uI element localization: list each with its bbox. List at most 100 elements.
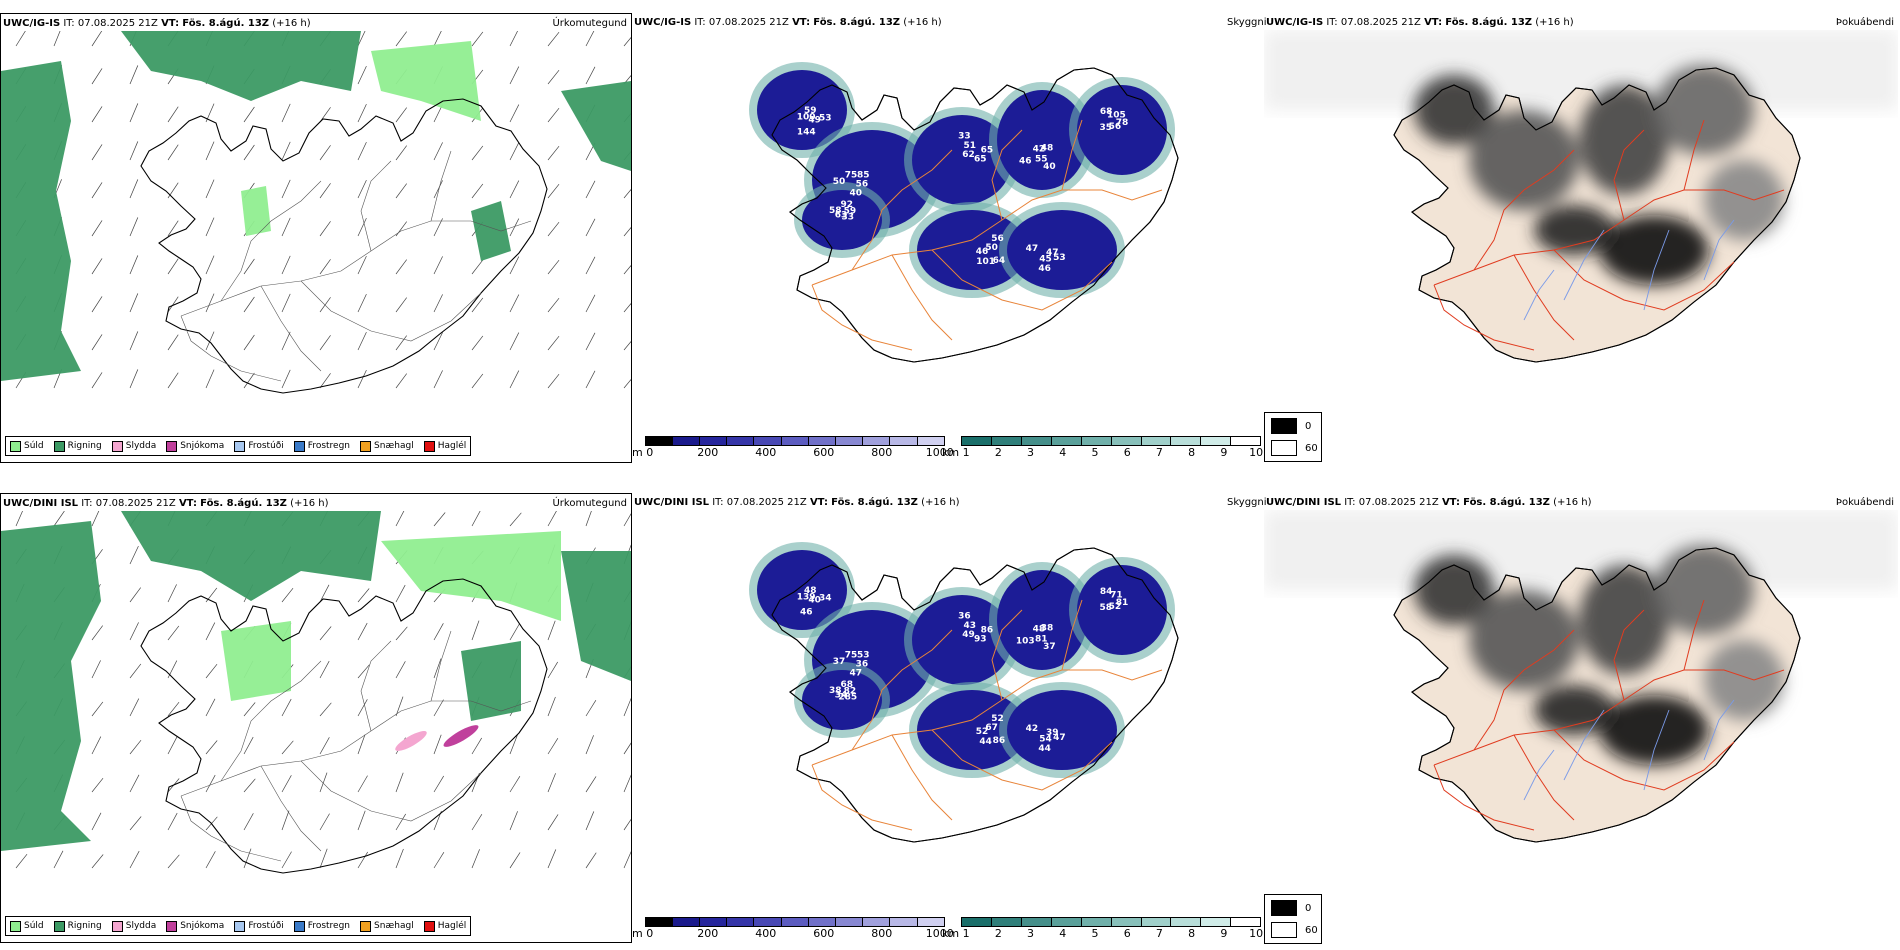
ceiling-value-label: 65	[974, 155, 987, 165]
colorbar-tick: 0	[646, 446, 654, 459]
ceiling-value-label: 75	[845, 650, 858, 660]
colorbar-cell	[836, 918, 864, 926]
ceiling-value-label: 48	[1033, 624, 1046, 634]
legend-label: Snjókoma	[180, 921, 225, 931]
precip-legend: Súld Rigning Slydda Snjókoma Frostúði Frostre…	[5, 436, 472, 456]
colorbar-unit: m	[632, 927, 643, 940]
ceiling-value-label: 67	[985, 723, 998, 733]
colorbar-cell	[808, 437, 837, 445]
ceiling-panel-top: UWC/IG-IS IT: 07.08.2025 21Z VT: Fös. 8.…	[632, 13, 1262, 463]
legend-swatch	[360, 920, 372, 932]
ceiling-value-label: 75	[845, 170, 858, 180]
colorbar-tick: 400	[755, 927, 777, 940]
legend-swatch	[111, 920, 123, 932]
ceiling-value-label: 46	[976, 247, 989, 257]
legend-swatch	[10, 920, 21, 932]
ceiling-value-label: 93	[974, 635, 987, 645]
ceiling-value-label: 55	[1035, 154, 1048, 164]
legend-label: Frostúði	[248, 921, 284, 931]
ceiling-value-label: 50	[833, 177, 846, 187]
legend-item: Snjókoma	[166, 440, 224, 452]
ceiling-colorbar-bottom: m 0 200 400 600 800 1000	[632, 917, 954, 940]
legend-item: Rigning	[53, 920, 102, 932]
colorbar-tick: 7	[1155, 927, 1163, 940]
legend-label: Frostúði	[248, 441, 284, 451]
ceiling-value-label: 54	[1039, 734, 1052, 744]
ceiling-value-label: 49	[962, 630, 975, 640]
colorbar-cell	[890, 918, 918, 926]
init-time: 07.08.2025 21Z	[77, 18, 158, 29]
legend-swatch	[166, 440, 178, 452]
colorbar-cell	[962, 437, 992, 445]
colorbar-cell	[672, 918, 701, 926]
ceiling-value-label: 105	[1107, 110, 1126, 120]
fog-legend-item: 60	[1271, 440, 1318, 456]
visibility-colorbar-top: km 1 2 3 4 5 6 7 8 9 10	[942, 436, 1264, 459]
ceiling-value-label: 53	[1053, 253, 1066, 263]
ceiling-value-label: 37	[1043, 642, 1056, 652]
precip-type-panel-bottom: UWC/DINI ISL IT: 07.08.2025 21Z VT: Fös.…	[0, 493, 632, 943]
colorbar-cell	[1141, 437, 1172, 445]
colorbar-tick: 5	[1091, 446, 1099, 459]
fog-legend-label: 0	[1305, 420, 1312, 432]
iceland-outline	[1393, 547, 1801, 843]
ceiling-value-label: 35	[1099, 123, 1112, 133]
ceiling-value-label: 47	[1046, 248, 1059, 258]
legend-item: Frostúði	[234, 440, 284, 452]
ceiling-value-label: 38	[829, 686, 842, 696]
colorbar-cell	[1171, 437, 1202, 445]
ceiling-value-label: 53	[819, 114, 832, 124]
colorbar-cell	[1201, 918, 1232, 926]
colorbar-tick: 0	[646, 927, 654, 940]
legend-label: Snæhagl	[374, 921, 414, 931]
colorbar-unit: km	[942, 446, 960, 459]
colorbar-cell	[808, 918, 837, 926]
colorbar-tick: 2	[994, 446, 1002, 459]
ceiling-value-label: 33	[958, 131, 971, 141]
colorbar-tick: 800	[871, 927, 893, 940]
legend-swatch	[360, 440, 372, 452]
colorbar-cell	[992, 437, 1022, 445]
legend-swatch	[111, 440, 123, 452]
ceiling-value-label: 82	[844, 687, 857, 697]
precip-map	[1, 31, 631, 394]
ceiling-value-label: 68	[840, 680, 853, 690]
ceiling-value-label: 42	[1033, 144, 1046, 154]
ceiling-value-label: 40	[850, 188, 863, 198]
precip-type-panel-top: UWC/IG-IS IT: 07.08.2025 21Z VT: Fös. 8.…	[0, 13, 632, 463]
fog-legend-label: 0	[1305, 902, 1312, 914]
legend-swatch	[53, 920, 65, 932]
ceiling-value-label: 84	[1100, 587, 1113, 597]
colorbar-tick: 6	[1123, 927, 1131, 940]
legend-item: Snjókoma	[166, 920, 225, 932]
colorbar-cell	[1141, 918, 1172, 926]
ceiling-value-label: 52	[976, 727, 989, 737]
ceiling-value-label: 37	[833, 657, 846, 667]
legend-label: Súld	[24, 921, 44, 931]
colorbar-cell	[781, 918, 809, 926]
legend-item: Haglél	[423, 440, 466, 452]
colorbar-tick: 1000	[925, 446, 954, 459]
ceiling-value-label: 139	[797, 592, 816, 602]
colorbar-tick: 400	[755, 446, 777, 459]
panel-title: Þokuábendi	[1835, 17, 1894, 28]
colorbar-cell	[962, 918, 992, 926]
panel-header: UWC/DINI ISL IT: 07.08.2025 21Z VT: Fös.…	[3, 498, 329, 509]
ceiling-value-label: 53	[857, 650, 870, 660]
colorbar-cell	[1231, 918, 1261, 926]
colorbar-tick: 600	[813, 446, 835, 459]
ceiling-value-label: 45	[1039, 254, 1052, 264]
ceiling-value-label: 63	[835, 211, 848, 221]
ceiling-value-label: 58	[1099, 603, 1112, 613]
legend-swatch	[423, 920, 435, 932]
legend-item: Rigning	[53, 440, 102, 452]
legend-label: Snæhagl	[374, 441, 414, 451]
fog-legend-swatch	[1271, 418, 1297, 434]
colorbar-cell	[1021, 918, 1052, 926]
panel-header: UWC/IG-IS IT: 07.08.2025 21Z VT: Fös. 8.…	[1266, 17, 1574, 28]
legend-label: Frostregn	[307, 921, 351, 931]
colorbar-cell	[727, 918, 755, 926]
ceiling-value-label: 144	[797, 128, 816, 138]
colorbar-tick: 10	[1249, 446, 1264, 459]
panel-title: Úrkomutegund	[552, 18, 627, 29]
